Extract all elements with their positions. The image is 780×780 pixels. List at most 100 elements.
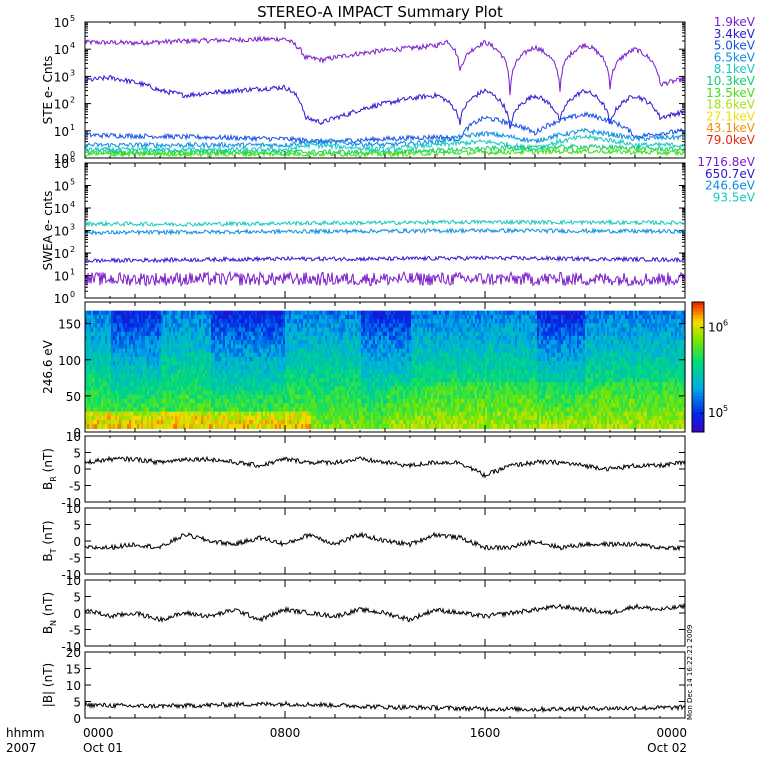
heatmap-cell bbox=[137, 411, 140, 417]
heatmap-cell bbox=[305, 319, 308, 324]
heatmap-cell bbox=[265, 365, 268, 371]
heatmap-cell bbox=[91, 382, 94, 387]
heatmap-cell bbox=[153, 331, 156, 337]
heatmap-cell bbox=[325, 348, 328, 354]
heatmap-cell bbox=[391, 394, 394, 400]
heatmap-cell bbox=[185, 335, 188, 341]
heatmap-cell bbox=[233, 407, 236, 413]
heatmap-cell bbox=[359, 356, 362, 362]
heatmap-cell bbox=[327, 415, 330, 421]
heatmap-cell bbox=[297, 403, 300, 408]
heatmap-cell bbox=[135, 331, 138, 337]
heatmap-cell bbox=[271, 424, 274, 429]
heatmap-cell bbox=[327, 327, 330, 333]
heatmap-cell bbox=[377, 424, 380, 429]
heatmap-cell bbox=[115, 424, 118, 429]
heatmap-cell bbox=[269, 398, 272, 404]
heatmap-cell bbox=[353, 386, 356, 392]
heatmap-cell bbox=[269, 348, 272, 354]
heatmap-cell bbox=[217, 419, 220, 425]
heatmap-cell bbox=[135, 394, 138, 400]
heatmap-cell bbox=[221, 382, 224, 387]
heatmap-cell bbox=[403, 377, 406, 383]
heatmap-cell bbox=[375, 394, 378, 400]
legend-entry: 246.6eV bbox=[705, 179, 756, 193]
heatmap-cell bbox=[241, 335, 244, 341]
heatmap-cell bbox=[287, 314, 290, 320]
heatmap-cell bbox=[289, 323, 292, 329]
heatmap-cell bbox=[295, 424, 298, 429]
heatmap-cell bbox=[289, 319, 292, 324]
heatmap-cell bbox=[107, 340, 110, 345]
heatmap-cell bbox=[255, 361, 258, 366]
heatmap-cell bbox=[395, 356, 398, 362]
heatmap-cell bbox=[331, 394, 334, 400]
heatmap-cell bbox=[149, 386, 152, 392]
heatmap-cell bbox=[273, 377, 276, 383]
heatmap-cell bbox=[139, 386, 142, 392]
heatmap-cell bbox=[117, 398, 120, 404]
heatmap-cell bbox=[177, 344, 180, 350]
heatmap-cell bbox=[171, 361, 174, 366]
heatmap-cell bbox=[217, 323, 220, 329]
heatmap-cell bbox=[197, 356, 200, 362]
heatmap-cell bbox=[205, 386, 208, 392]
heatmap-cell bbox=[383, 373, 386, 379]
heatmap-cell bbox=[339, 356, 342, 362]
heatmap-cell bbox=[211, 314, 214, 320]
heatmap-cell bbox=[101, 419, 104, 425]
heatmap-cell bbox=[351, 356, 354, 362]
heatmap-cell bbox=[407, 398, 410, 404]
heatmap-cell bbox=[413, 335, 416, 341]
heatmap-cell bbox=[245, 398, 248, 404]
heatmap-cell bbox=[347, 361, 350, 366]
heatmap-cell bbox=[151, 319, 154, 324]
heatmap-cell bbox=[373, 356, 376, 362]
heatmap-cell bbox=[139, 352, 142, 358]
heatmap-cell bbox=[193, 398, 196, 404]
heatmap-cell bbox=[285, 407, 288, 413]
heatmap-cell bbox=[259, 323, 262, 329]
heatmap-cell bbox=[153, 365, 156, 371]
heatmap-cell bbox=[289, 327, 292, 333]
heatmap-cell bbox=[91, 352, 94, 358]
heatmap-cell bbox=[299, 335, 302, 341]
heatmap-cell bbox=[141, 373, 144, 379]
heatmap-cell bbox=[237, 356, 240, 362]
heatmap-cell bbox=[159, 403, 162, 408]
heatmap-cell bbox=[155, 365, 158, 371]
heatmap-cell bbox=[403, 419, 406, 425]
heatmap-cell bbox=[127, 344, 130, 350]
heatmap-cell bbox=[213, 369, 216, 375]
heatmap-cell bbox=[321, 415, 324, 421]
heatmap-cell bbox=[101, 314, 104, 320]
heatmap-cell bbox=[359, 348, 362, 354]
heatmap-cell bbox=[247, 390, 250, 396]
heatmap-cell bbox=[339, 424, 342, 429]
heatmap-cell bbox=[145, 382, 148, 387]
heatmap-cell bbox=[245, 403, 248, 408]
heatmap-cell bbox=[199, 411, 202, 417]
heatmap-cell bbox=[179, 415, 182, 421]
heatmap-cell bbox=[359, 340, 362, 345]
heatmap-cell bbox=[101, 411, 104, 417]
heatmap-cell bbox=[355, 323, 358, 329]
heatmap-cell bbox=[265, 403, 268, 408]
heatmap-cell bbox=[335, 348, 338, 354]
heatmap-cell bbox=[395, 377, 398, 383]
heatmap-cell bbox=[273, 319, 276, 324]
heatmap-cell bbox=[159, 369, 162, 375]
heatmap-cell bbox=[85, 319, 88, 324]
heatmap-cell bbox=[379, 369, 382, 375]
heatmap-cell bbox=[211, 419, 214, 425]
heatmap-cell bbox=[397, 327, 400, 333]
heatmap-cell bbox=[227, 356, 230, 362]
heatmap-cell bbox=[393, 398, 396, 404]
heatmap-cell bbox=[401, 352, 404, 358]
heatmap-cell bbox=[413, 403, 416, 408]
heatmap-cell bbox=[135, 361, 138, 366]
heatmap-cell bbox=[153, 377, 156, 383]
heatmap-cell bbox=[119, 323, 122, 329]
heatmap-cell bbox=[149, 310, 152, 316]
heatmap-cell bbox=[223, 331, 226, 337]
